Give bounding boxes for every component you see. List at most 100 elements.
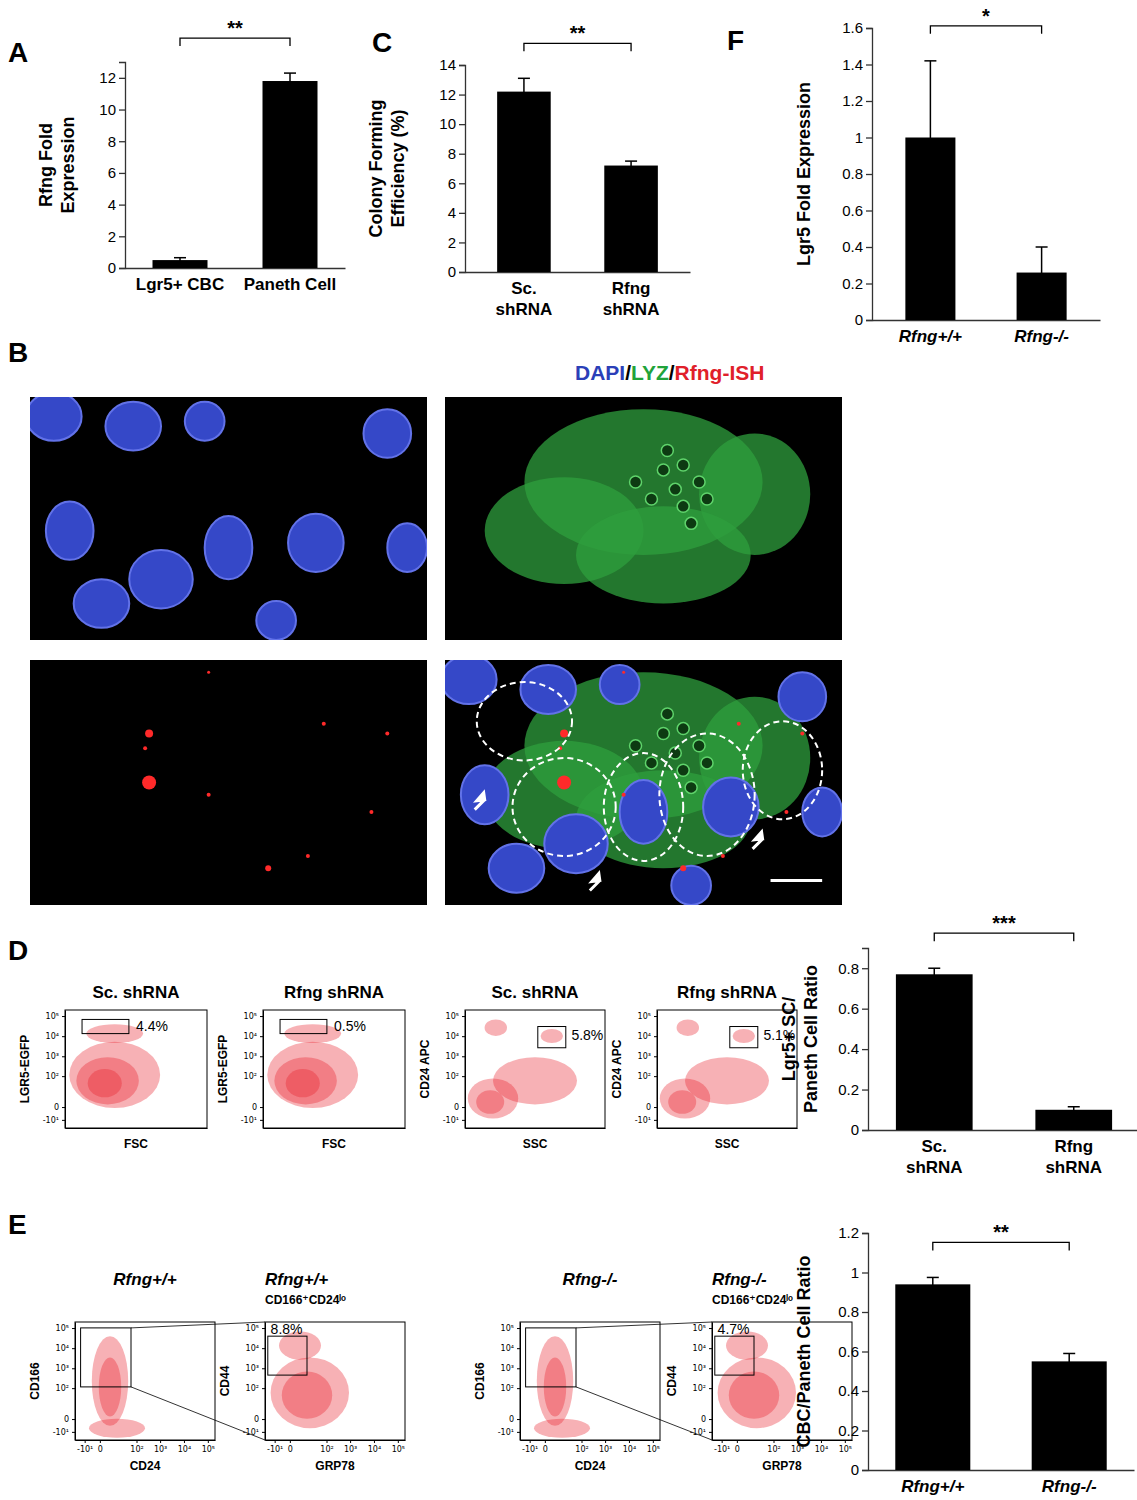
text-line: Rfng+/+ [901,1477,964,1496]
text-line: shRNA [603,300,660,319]
tick-mark [119,141,125,142]
axis-line [65,1011,66,1129]
x-axis: -10¹010²10³10⁴10⁵ [713,1440,853,1454]
tick-mark [517,1388,520,1389]
tick-label: 0 [855,311,863,328]
tick: 0.2 [838,1422,868,1439]
error-bar [928,968,940,980]
events [69,1024,160,1108]
flow-plot: 4.7%10⁵10⁴10³10²0-10¹-10¹010²10³10⁴10⁵GR… [665,1270,853,1473]
tick-mark [862,1470,868,1471]
tick: 10⁴ [501,1344,520,1353]
flow-plot: 5.8%10⁵10⁴10³10²0-10¹SSCCD24 APCSc. shRN… [418,983,606,1151]
plot-frame [657,1010,797,1128]
tick-mark [866,137,872,138]
tick-label: 10⁴ [638,1032,651,1041]
tick: 10² [46,1072,65,1081]
y-axis: 02468101214 [439,56,465,280]
tick-mark [821,1440,822,1443]
tick: 10² [638,1072,657,1081]
tick: 10⁴ [368,1440,381,1454]
axis-line [75,1323,76,1441]
tick-mark [709,1388,712,1389]
tick-mark [262,1348,265,1349]
tick: 1.2 [838,1224,868,1241]
tick: 10⁵ [46,1012,65,1021]
tick-label: 0 [64,1415,69,1424]
tick: 0.4 [838,1040,868,1057]
plot-title: Sc. shRNA [93,983,180,1002]
tick-mark [845,1440,846,1443]
bars [153,73,318,268]
tick: 14 [439,56,465,73]
tick-mark [72,1368,75,1369]
tick-mark [866,247,872,248]
y-axis: 00.20.40.60.8 [838,949,868,1139]
tick: 0 [851,1121,868,1138]
ish-dot [322,722,326,726]
tick-label: 10³ [154,1445,167,1454]
tick-label: 2 [108,228,116,245]
x-axis [66,1128,208,1129]
error-cap [625,160,637,162]
tick-label: 0 [543,1445,548,1454]
tick-mark [862,1233,868,1234]
text-line: shRNA [1045,1158,1102,1177]
category-tick: RfngshRNA [1045,1137,1102,1177]
tick-label: 6 [108,164,116,181]
tick-mark [459,94,465,95]
x-axis [466,1128,606,1129]
tick: 10⁵ [501,1324,520,1333]
gate [730,1027,758,1048]
event-cloud [733,1029,755,1043]
ish-dot [265,865,271,871]
panel-label: E [8,1209,27,1240]
gate [715,1336,754,1375]
y-axis-title: LGR5-EGFP [18,1035,32,1104]
image-background [30,660,427,905]
nucleus [205,516,253,579]
tick: 0.4 [838,1382,868,1399]
category-label: Paneth Cell [244,275,337,294]
axis-line [869,1470,1135,1471]
plot-title: Rfng+/+ [265,1270,328,1289]
axis-line [712,1323,713,1441]
zoom-line [576,1322,712,1328]
error-bar [174,258,186,263]
tick: 10² [56,1384,75,1393]
annotation: *** [992,912,1016,934]
plot-frame [712,1322,852,1440]
tick: 10⁵ [56,1324,75,1333]
stain-name: Rfng-ISH [675,361,765,384]
significance-bracket: * [930,5,1041,34]
tick-mark [327,1440,328,1443]
tick-label: -10¹ [77,1445,93,1454]
zoom-line [131,1322,265,1328]
x-axis: Lgr5+ CBCPaneth Cell [126,269,346,295]
tick: 10⁵ [446,1012,465,1021]
tick: 0.6 [838,1343,868,1360]
tick: 0 [254,1415,265,1424]
tick: 0 [108,259,125,276]
tick-mark [260,1056,263,1057]
tick: 10⁴ [46,1032,65,1041]
tick-label: 10² [767,1445,780,1454]
tick: 0 [54,1103,65,1112]
plot-frame [75,1322,215,1440]
tick-mark [866,320,872,321]
tick: 0 [543,1440,548,1454]
plot-frame [465,1010,605,1128]
tick-mark [262,1368,265,1369]
tick: 10³ [791,1440,804,1454]
bracket [930,26,1041,34]
tick: 2 [108,228,125,245]
y-axis: 00.20.40.60.811.21.41.6 [842,19,872,328]
tick: 1.4 [842,56,872,73]
tick-mark [160,1440,161,1443]
error-line [289,73,291,89]
y-axis-title: CD24 APC [610,1039,624,1098]
axis-line [862,1234,869,1471]
axis-line [266,1440,406,1441]
gate [280,1019,327,1033]
nucleus [671,866,711,905]
